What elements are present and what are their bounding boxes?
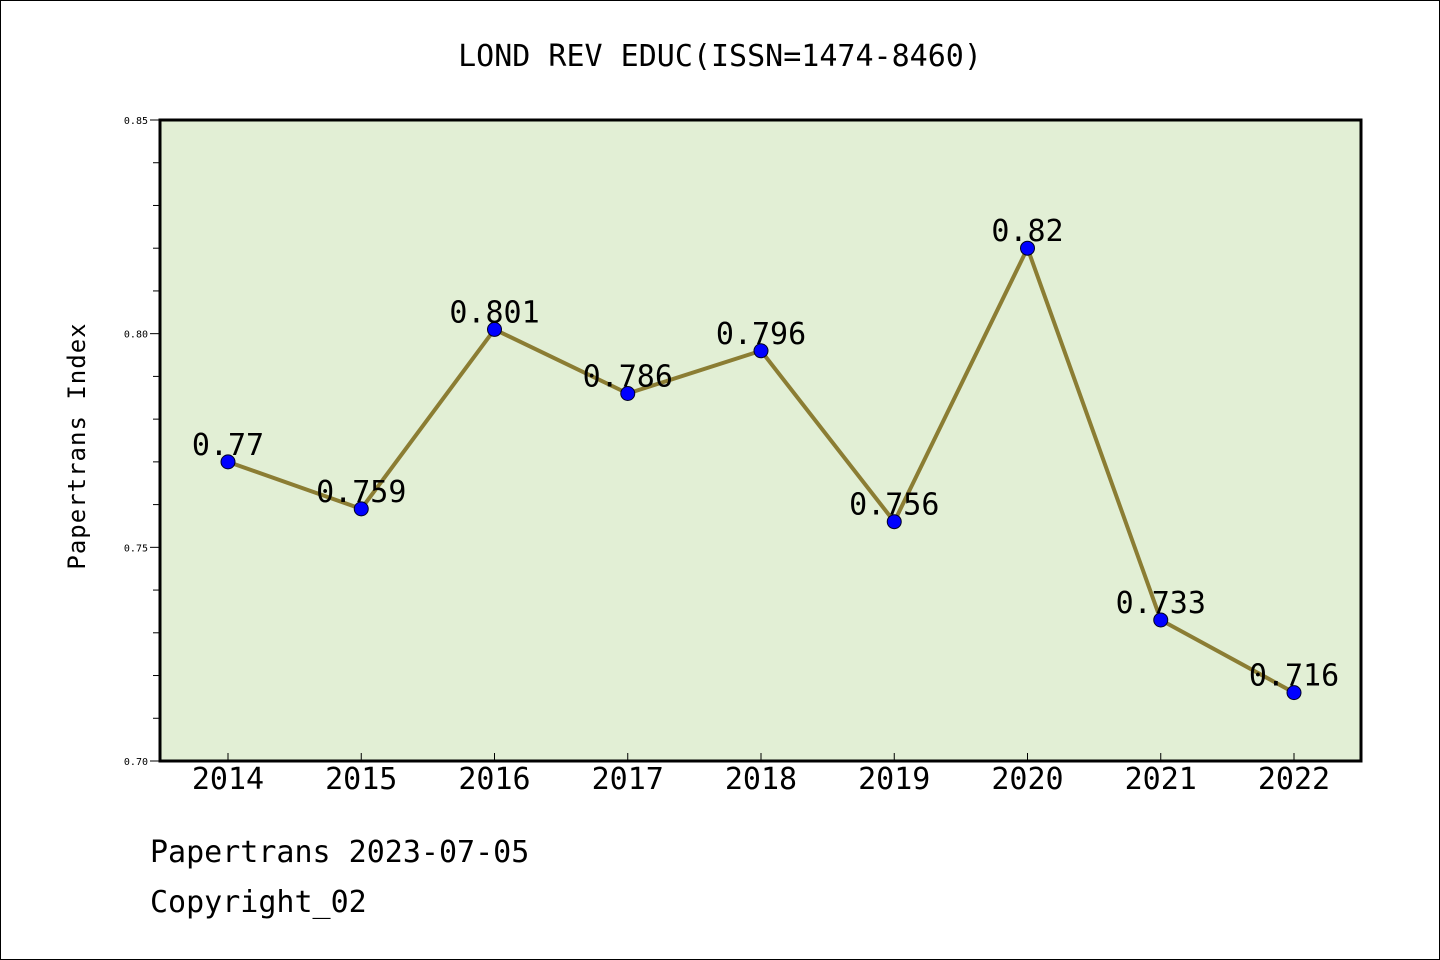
data-point bbox=[753, 343, 769, 359]
axis-ticks: 0.70 0.75 0.80 0.85 2014 2015 2016 2017 2018 2019… bbox=[124, 116, 1330, 797]
data-label: 0.82 bbox=[991, 214, 1063, 249]
data-point bbox=[487, 321, 502, 337]
data-point bbox=[886, 514, 902, 530]
data-label: 0.77 bbox=[192, 428, 264, 463]
data-label: 0.733 bbox=[1116, 586, 1206, 621]
data-label: 0.759 bbox=[316, 475, 406, 510]
x-tick-label: 2017 bbox=[592, 762, 664, 797]
y-tick-label: 0.70 bbox=[124, 757, 148, 768]
plot-area bbox=[158, 118, 1363, 763]
x-tick-label: 2022 bbox=[1258, 762, 1330, 797]
x-tick-label: 2021 bbox=[1125, 762, 1197, 797]
data-point bbox=[353, 501, 369, 517]
data-point bbox=[1153, 612, 1169, 628]
copyright-text: Copyright_02 bbox=[150, 885, 367, 920]
chart-title: LOND REV EDUC(ISSN=1474-8460) bbox=[458, 39, 982, 74]
x-tick-label: 2020 bbox=[991, 762, 1063, 797]
data-label: 0.796 bbox=[716, 317, 806, 352]
y-tick-label: 0.80 bbox=[124, 330, 148, 341]
x-tick-label: 2019 bbox=[858, 762, 930, 797]
source-date-text: Papertrans 2023-07-05 bbox=[150, 835, 530, 870]
data-point bbox=[620, 385, 636, 401]
data-label: 0.716 bbox=[1249, 659, 1339, 694]
data-point bbox=[220, 454, 236, 470]
data-label: 0.801 bbox=[449, 295, 539, 330]
y-tick-label: 0.75 bbox=[124, 543, 148, 554]
data-label: 0.756 bbox=[849, 488, 939, 523]
y-tick-label: 0.85 bbox=[124, 116, 148, 127]
data-label-group: 0.77 0.759 0.801 0.786 0.796 0.756 0.82 0.733 0.… bbox=[192, 214, 1339, 693]
data-label: 0.786 bbox=[583, 359, 673, 394]
data-point bbox=[1286, 685, 1302, 701]
x-tick-label: 2016 bbox=[458, 762, 530, 797]
x-tick-label: 2014 bbox=[192, 762, 264, 797]
y-axis-label: Papertrans Index bbox=[63, 322, 91, 569]
x-tick-label: 2015 bbox=[325, 762, 397, 797]
marker-group bbox=[220, 240, 1302, 701]
x-tick-label: 2018 bbox=[725, 762, 797, 797]
data-point bbox=[1020, 240, 1035, 256]
